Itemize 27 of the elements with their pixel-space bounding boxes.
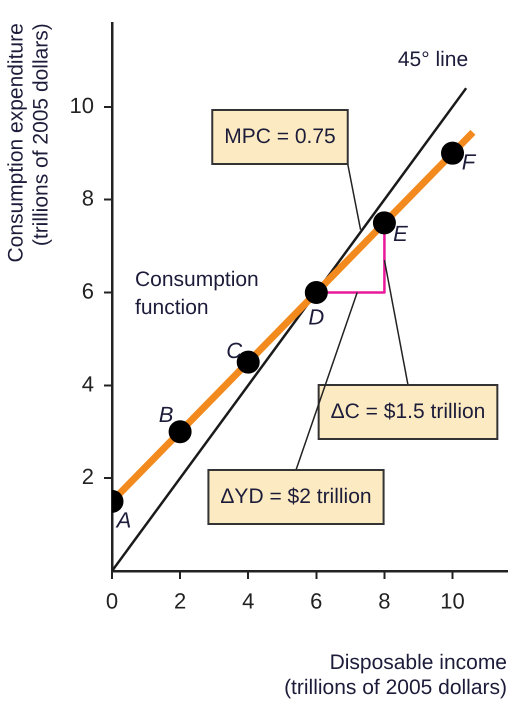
x-tick-label: 8 xyxy=(378,588,391,614)
y-tick-label: 10 xyxy=(70,92,94,118)
y-tick-label: 8 xyxy=(82,186,94,211)
y-tick-label: 4 xyxy=(82,371,94,396)
y-axis-title: Consumption expenditure (trillions of 2005 dollars) xyxy=(4,23,53,263)
series-label: Consumption function xyxy=(135,268,259,319)
x-tick-label: 10 xyxy=(440,588,465,614)
annotation: A xyxy=(114,507,132,532)
y-tick-label: 6 xyxy=(82,278,94,304)
x-tick-label: 4 xyxy=(242,588,254,614)
x-tick-label: 6 xyxy=(310,588,322,614)
y-tick-label: 2 xyxy=(82,464,94,490)
annotation: D xyxy=(308,304,324,330)
x-tick-label: 2 xyxy=(174,588,186,614)
annotation: B xyxy=(158,402,174,427)
annotation: E xyxy=(393,220,408,246)
annotation: C xyxy=(226,338,242,364)
point xyxy=(441,142,464,165)
point xyxy=(304,280,328,304)
annotation: MPC = 0.75 xyxy=(224,124,336,148)
x-tick-label: 0 xyxy=(106,588,118,614)
x-axis-title: Disposable income (trillions of 2005 dollars) xyxy=(284,650,507,700)
point xyxy=(168,420,192,444)
series-label: 45° line xyxy=(398,48,468,71)
annotation: ΔYD = $2 trillion xyxy=(220,484,372,508)
annotation: F xyxy=(462,149,477,174)
annotation: ΔC = $1.5 trillion xyxy=(330,400,486,423)
